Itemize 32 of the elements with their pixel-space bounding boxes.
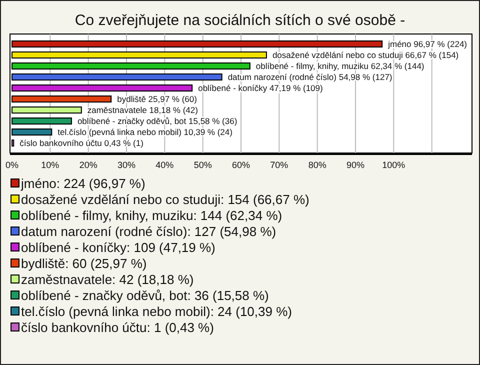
category-label: číslo bankovního účtu 0,43 % (1) xyxy=(20,138,144,148)
x-tick-label: 30% xyxy=(117,160,136,170)
category-label: datum narození (rodné číslo) 54,98 % (127) xyxy=(228,72,392,82)
legend-label: bydliště: 60 (25,97 %) xyxy=(21,256,147,271)
legend-label: tel.číslo (pevná linka nebo mobil): 24 (10,39 %) xyxy=(21,304,292,319)
category-label: zaměstnavatele 18,18 % (42) xyxy=(87,105,198,116)
x-tick-label: 50% xyxy=(194,160,212,170)
x-tick-label: 60% xyxy=(232,160,250,170)
category-label: jméno 96,97 % (224) xyxy=(388,38,468,49)
x-tick-label: 40% xyxy=(156,160,174,170)
legend-label: číslo bankovního účtu: 1 (0,43 %) xyxy=(21,320,214,335)
x-tick-label: 10% xyxy=(41,160,60,170)
category-label: tel.číslo (pevná linka nebo mobil) 10,39 % (24) xyxy=(58,127,232,138)
category-label: oblíbené - filmy, knihy, muziku 62,34 % (144) xyxy=(256,60,424,71)
x-tick-label: 70% xyxy=(270,160,288,170)
legend-label: datum narození (rodné číslo): 127 (54,98 %) xyxy=(21,224,276,239)
legend-label: dosažené vzdělání nebo co studuji: 154 (66,67 %) xyxy=(21,192,310,207)
legend-label: oblíbené - značky oděvů, bot: 36 (15,58 %) xyxy=(21,288,269,303)
category-label: bydliště 25,97 % (60) xyxy=(117,94,197,104)
category-label: oblíbené - značky oděvů, bot 15,58 % (36) xyxy=(77,116,238,126)
chart-title: Co zveřejňujete na sociálních sítích o své osobě - xyxy=(74,12,406,29)
legend-label: zaměstnavatele: 42 (18,18 %) xyxy=(21,272,194,287)
x-tick-label: 0% xyxy=(5,160,19,170)
x-tick-label: 90% xyxy=(346,160,365,170)
legend-label: oblíbené - koníčky: 109 (47,19 %) xyxy=(21,240,216,255)
legend-label: jméno: 224 (96,97 %) xyxy=(20,176,146,191)
legend-label: oblíbené - filmy, knihy, muziku: 144 (62,34 %) xyxy=(21,208,282,223)
x-tick-label: 20% xyxy=(79,160,98,170)
x-tick-label: 100% xyxy=(382,160,406,170)
category-label: oblíbené - koníčky 47,19 % (109) xyxy=(198,83,323,93)
category-label: dosažené vzdělání nebo co studuji 66,67 % (154) xyxy=(272,50,459,60)
x-tick-label: 80% xyxy=(308,160,326,170)
